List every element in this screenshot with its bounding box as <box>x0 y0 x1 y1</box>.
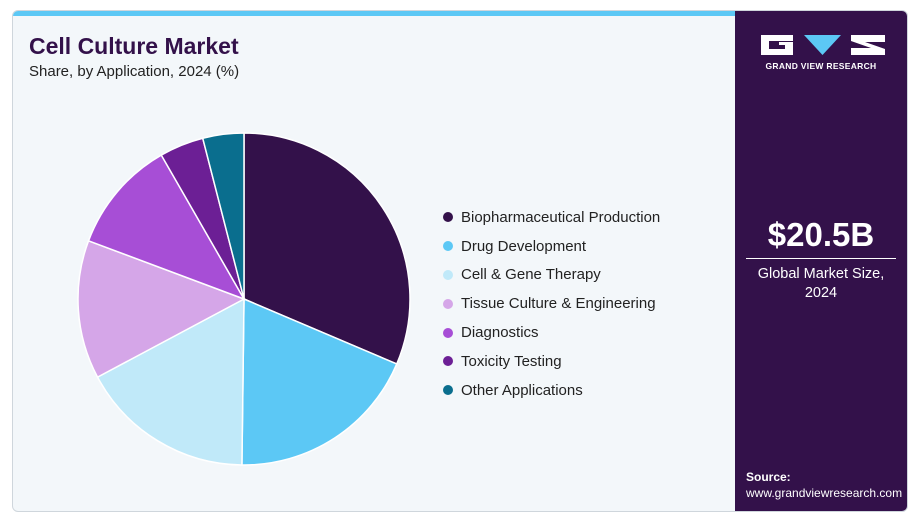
divider <box>746 258 896 259</box>
pie-slice-3 <box>77 239 246 379</box>
legend-item: Drug Development <box>443 232 660 261</box>
legend-swatch <box>443 241 453 252</box>
pie-slice-1 <box>241 297 398 466</box>
chart-card: Cell Culture Market Share, by Applicatio… <box>12 10 908 512</box>
pie-slice-2 <box>96 297 245 466</box>
legend-swatch <box>443 212 453 223</box>
legend-swatch <box>443 298 453 309</box>
legend-label: Cell & Gene Therapy <box>461 266 601 284</box>
pie-chart <box>77 132 411 466</box>
legend-item: Biopharmaceutical Production <box>443 203 660 232</box>
legend-swatch <box>443 327 453 338</box>
sidebar-panel: GRAND VIEW RESEARCH $20.5B Global Market… <box>735 11 907 511</box>
source-label: Source: <box>746 470 791 484</box>
source-link[interactable]: www.grandviewresearch.com <box>746 486 903 500</box>
gvr-logo-icon <box>761 35 885 55</box>
pie-slice-0 <box>243 132 411 365</box>
chart-subtitle: Share, by Application, 2024 (%) <box>29 63 240 80</box>
legend-label: Toxicity Testing <box>461 352 562 370</box>
chart-title: Cell Culture Market <box>29 33 239 59</box>
legend-swatch <box>443 269 453 280</box>
legend-item: Diagnostics <box>443 318 660 347</box>
legend-item: Tissue Culture & Engineering <box>443 289 660 318</box>
pie-slice-4 <box>87 154 246 301</box>
legend-label: Tissue Culture & Engineering <box>461 295 656 313</box>
legend-item: Toxicity Testing <box>443 347 660 376</box>
legend-label: Other Applications <box>461 381 583 399</box>
market-size-label: Global Market Size, 2024 <box>757 266 885 301</box>
legend-label: Drug Development <box>461 237 587 255</box>
legend-item: Cell & Gene Therapy <box>443 261 660 290</box>
legend-swatch <box>443 356 453 367</box>
legend-label: Diagnostics <box>461 324 539 342</box>
accent-bar <box>13 11 735 16</box>
legend-item: Other Applications <box>443 376 660 405</box>
market-size-value: $20.5B <box>767 216 875 253</box>
legend-swatch <box>443 385 453 396</box>
brand-name: GRAND VIEW RESEARCH <box>765 61 877 71</box>
legend-label: Biopharmaceutical Production <box>461 208 661 226</box>
pie-slice-6 <box>201 132 245 300</box>
chart-legend: Biopharmaceutical Production Drug Develop… <box>443 203 660 405</box>
